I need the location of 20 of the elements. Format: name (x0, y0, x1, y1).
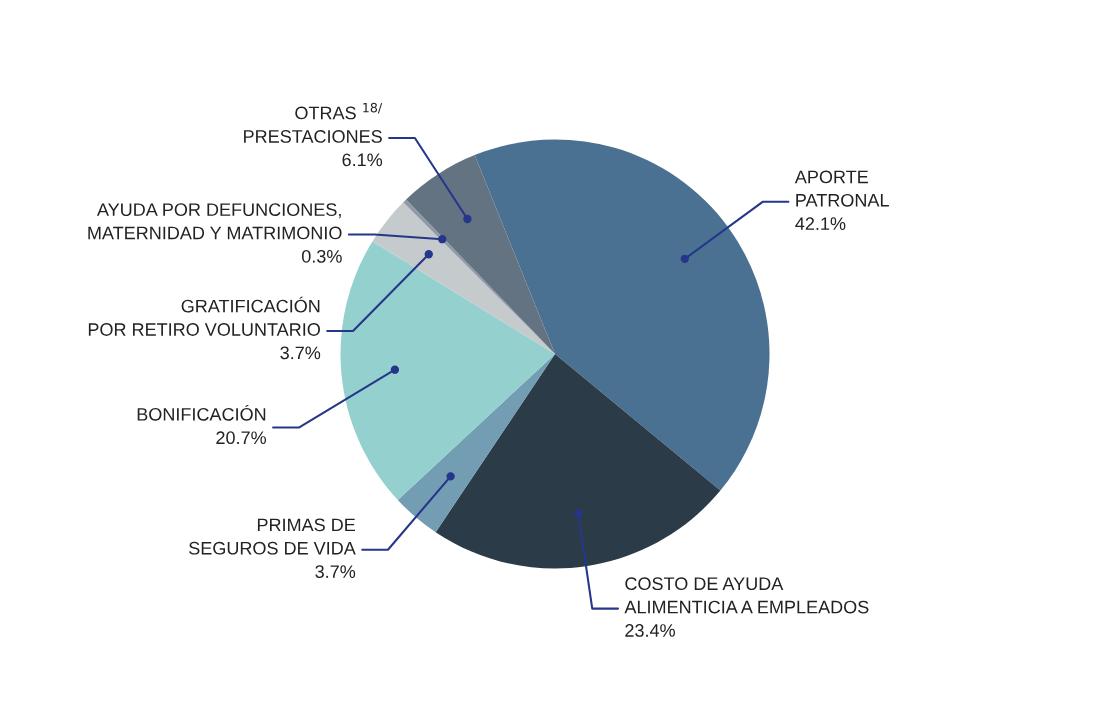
category-label: OTRAS $^{18/}$ PRESTACIONES (244, 102, 383, 143)
pie-slice (372, 202, 555, 354)
pie-slice (397, 353, 555, 533)
data-label: 6.1% (342, 153, 383, 167)
data-label: 20.7% (216, 431, 267, 445)
slice-label: GRATIFICACIÓN POR RETIRO VOLUNTARIO (88, 296, 320, 336)
data-label: 23.4% (625, 624, 675, 637)
pie-slice (406, 155, 555, 354)
data-label: 3.7% (315, 565, 356, 578)
slice-label: BONIFICACIÓN (137, 404, 266, 421)
data-label: 3.7% (280, 346, 321, 360)
slice-label: COSTO DE AYUDA ALIMENTICIA A EMPLEADOS (624, 577, 869, 614)
data-label: 0.3% (301, 249, 342, 263)
data-label: 42.1% (795, 217, 846, 230)
pie-slice (435, 353, 721, 569)
pie-slice (340, 241, 555, 500)
slice-label: APORTE PATRONAL (794, 170, 889, 207)
pie-slice (474, 139, 770, 491)
slice-label: PRIMAS DE SEGUROS DE VIDA (189, 518, 356, 555)
slice-label: AYUDA POR DEFUNCIONES, MATERNIDAD Y MATRIMONIO (88, 203, 342, 240)
